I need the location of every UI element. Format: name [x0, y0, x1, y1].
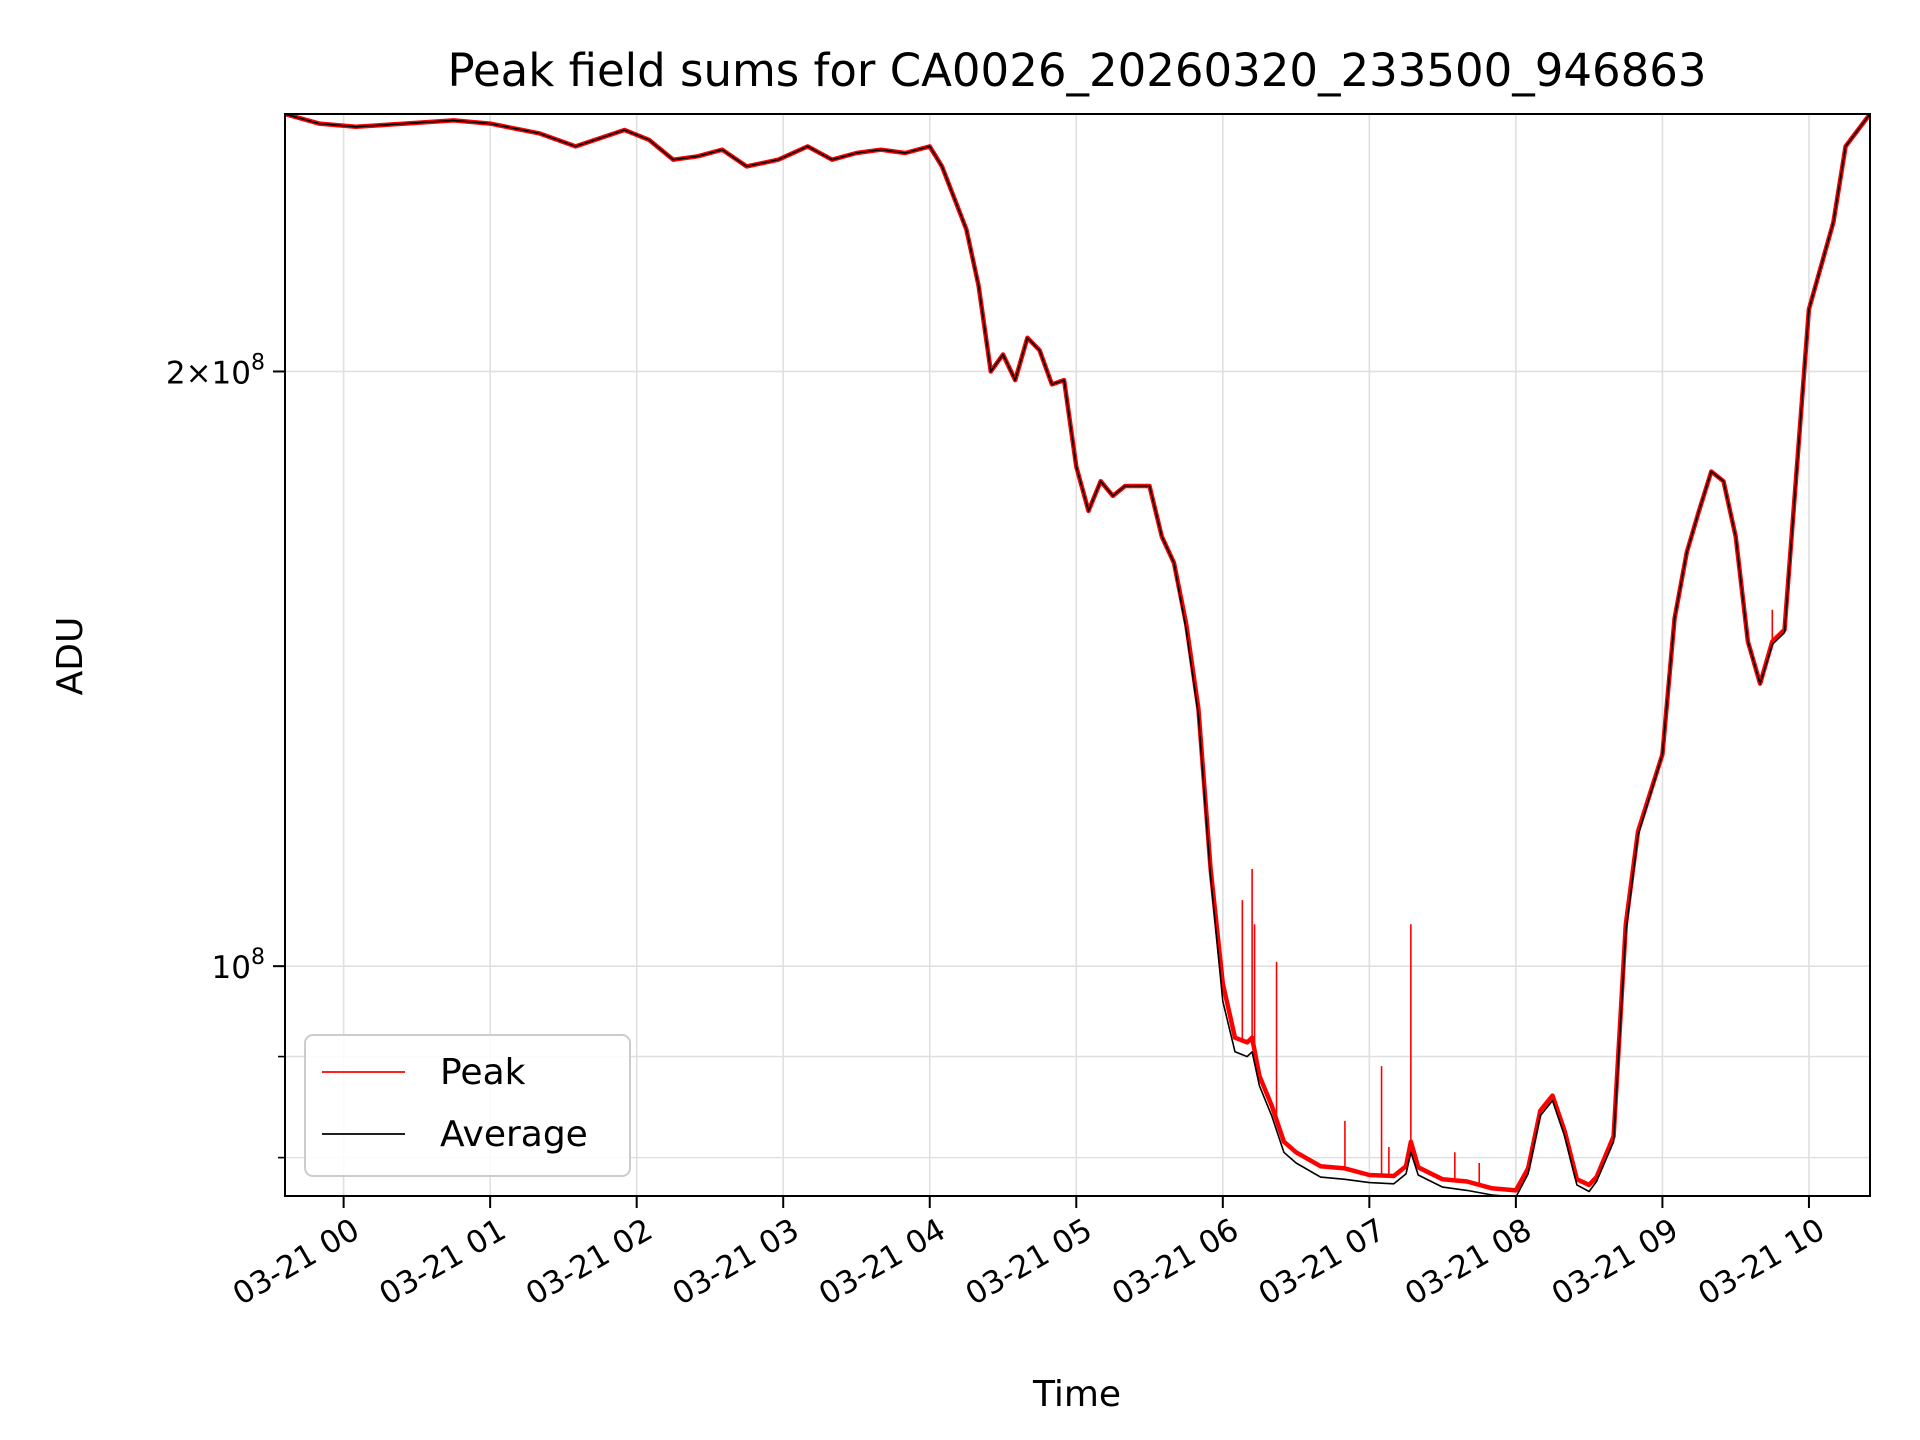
legend-box [304, 1034, 631, 1177]
y-axis-ticks: 108 2×108 [166, 350, 285, 1159]
chart-title: Peak field sums for CA0026_20260320_2335… [447, 44, 1706, 97]
legend-label-average: Average [440, 1114, 588, 1155]
legend: Peak Average [304, 1034, 631, 1177]
y-tick-label: 108 [212, 945, 265, 986]
y-tick-label: 2×108 [166, 350, 265, 391]
y-axis-label: ADU [50, 617, 91, 696]
series-layer [285, 114, 1870, 1196]
series-line-average [285, 114, 1870, 1196]
legend-label-peak: Peak [440, 1052, 526, 1093]
plot-area [285, 114, 1870, 1196]
axes-frame [284, 113, 1871, 1197]
x-axis-label: Time [1032, 1374, 1121, 1415]
x-gridlines [342, 114, 1810, 1196]
